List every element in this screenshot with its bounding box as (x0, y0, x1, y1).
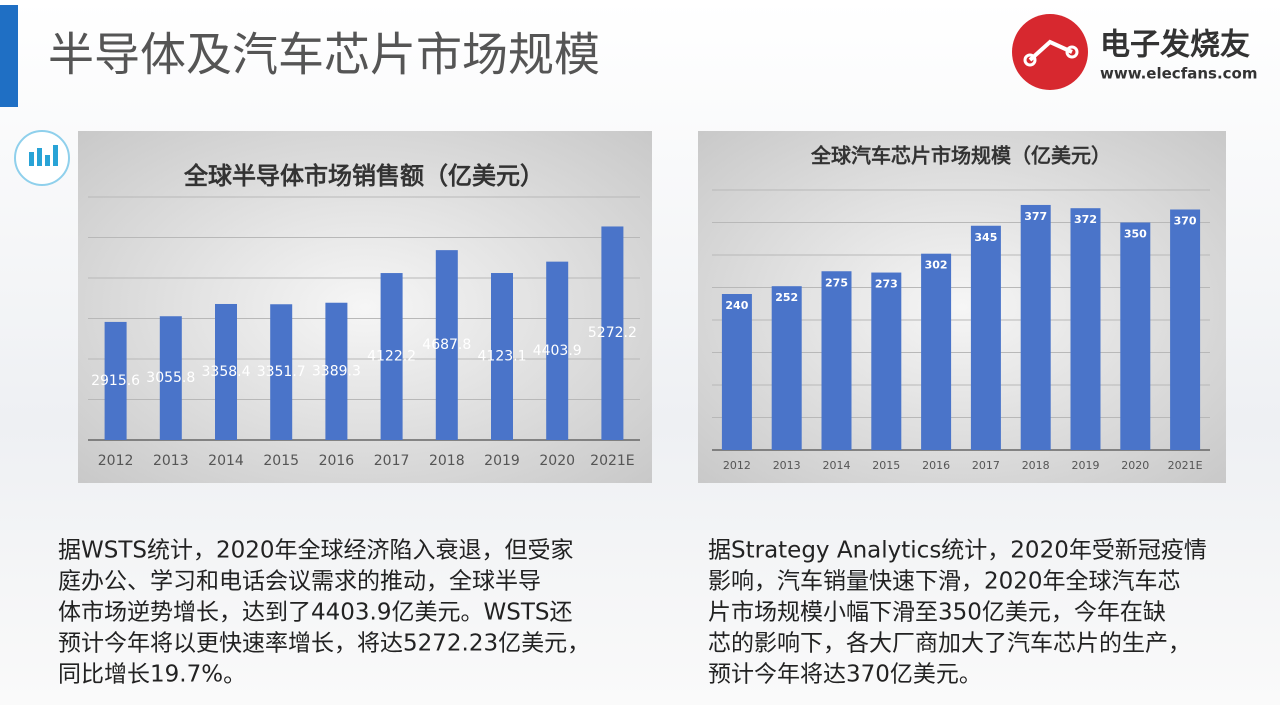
x-tick-label: 2019 (484, 453, 520, 469)
x-tick-label: 2014 (823, 459, 851, 472)
value-label: 240 (725, 299, 748, 312)
value-label: 2915.6 (91, 373, 140, 389)
bar (601, 226, 624, 440)
value-label: 377 (1024, 210, 1047, 223)
bar (1120, 222, 1151, 450)
value-label: 4122.2 (367, 349, 416, 365)
paragraph-line: 体市场逆势增长，达到了4403.9亿美元。WSTS还 (58, 600, 572, 626)
logo-mark (1012, 14, 1088, 90)
paragraph-line: 据WSTS统计，2020年全球经济陷入衰退，但受家 (58, 538, 574, 564)
value-label: 4123.1 (478, 349, 527, 365)
x-tick-label: 2018 (429, 453, 465, 469)
bar (721, 294, 752, 450)
chart-icon (14, 130, 70, 186)
bar (380, 273, 403, 440)
bar (104, 321, 127, 440)
bar (215, 303, 237, 440)
x-tick-label: 2017 (972, 459, 1000, 472)
chart-title: 全球汽车芯片市场规模（亿美元） (810, 144, 1111, 168)
x-tick-label: 2015 (872, 459, 900, 472)
logo-name: 电子发烧友 (1100, 28, 1250, 63)
x-tick-label: 2020 (1121, 459, 1149, 472)
logo-dot (1023, 53, 1037, 67)
x-tick-label: 2016 (319, 453, 355, 469)
value-label: 345 (974, 231, 997, 244)
paragraph-line: 芯的影响下，各大厂商加大了汽车芯片的生产， (708, 631, 1191, 657)
x-tick-label: 2020 (539, 453, 575, 469)
value-label: 350 (1124, 228, 1147, 241)
value-label: 302 (925, 259, 948, 272)
accent-bar (0, 5, 18, 107)
logo: 电子发烧友 www.elecfans.com (1012, 14, 1257, 90)
bar (435, 250, 458, 440)
bar (1170, 209, 1201, 450)
x-tick-label: 2014 (208, 453, 244, 469)
value-label: 273 (875, 278, 898, 291)
value-label: 4687.8 (422, 337, 471, 353)
paragraph-line: 预计今年将以更快速率增长，将达5272.23亿美元， (58, 631, 590, 657)
value-label: 4403.9 (533, 343, 582, 359)
bar (491, 273, 513, 440)
value-label: 275 (825, 276, 848, 289)
bar (970, 225, 1001, 450)
icon-bar (29, 152, 34, 166)
bar (871, 272, 902, 450)
icon-bar (45, 155, 50, 166)
value-label: 3351.7 (257, 364, 306, 380)
logo-glyph (1028, 39, 1073, 62)
value-label: 252 (775, 291, 798, 304)
logo-dot (1065, 45, 1079, 59)
bar (1070, 208, 1101, 450)
bar (325, 302, 348, 440)
bar (270, 304, 293, 440)
x-tick-label: 2016 (922, 459, 950, 472)
value-label: 5272.2 (588, 325, 637, 341)
bar (821, 271, 852, 450)
x-tick-label: 2021E (1168, 459, 1203, 472)
x-tick-label: 2018 (1022, 459, 1050, 472)
value-label: 3389.3 (312, 363, 361, 379)
bar (1020, 204, 1051, 450)
paragraph-line: 预计今年将达370亿美元。 (708, 662, 982, 688)
paragraph-line: 据Strategy Analytics统计，2020年受新冠疫情 (708, 538, 1207, 564)
paragraph-line: 影响，汽车销量快速下滑，2020年全球汽车芯 (708, 569, 1181, 595)
x-tick-label: 2013 (773, 459, 801, 472)
x-tick-label: 2012 (723, 459, 751, 472)
icon-bar (53, 145, 58, 166)
bar (546, 261, 569, 440)
x-tick-label: 2019 (1072, 459, 1100, 472)
x-tick-label: 2015 (263, 453, 299, 469)
logo-url: www.elecfans.com (1100, 65, 1257, 83)
bar (771, 286, 802, 450)
value-label: 3358.4 (202, 364, 251, 380)
value-label: 370 (1174, 215, 1197, 228)
x-tick-label: 2013 (153, 453, 189, 469)
icon-bar (37, 148, 42, 166)
value-label: 372 (1074, 213, 1097, 226)
value-label: 3055.8 (146, 370, 195, 386)
chart-title: 全球半导体市场销售额（亿美元） (183, 162, 544, 190)
x-tick-label: 2021E (590, 453, 634, 469)
x-tick-label: 2017 (374, 453, 410, 469)
paragraph-line: 同比增长19.7%。 (58, 662, 246, 688)
bar (921, 253, 952, 450)
x-tick-label: 2012 (98, 453, 134, 469)
paragraph-line: 庭办公、学习和电话会议需求的推动，全球半导 (58, 569, 541, 595)
slide-title: 半导体及汽车芯片市场规模 (48, 28, 600, 82)
paragraph-line: 片市场规模小幅下滑至350亿美元，今年在缺 (708, 600, 1166, 626)
bar (159, 316, 182, 440)
